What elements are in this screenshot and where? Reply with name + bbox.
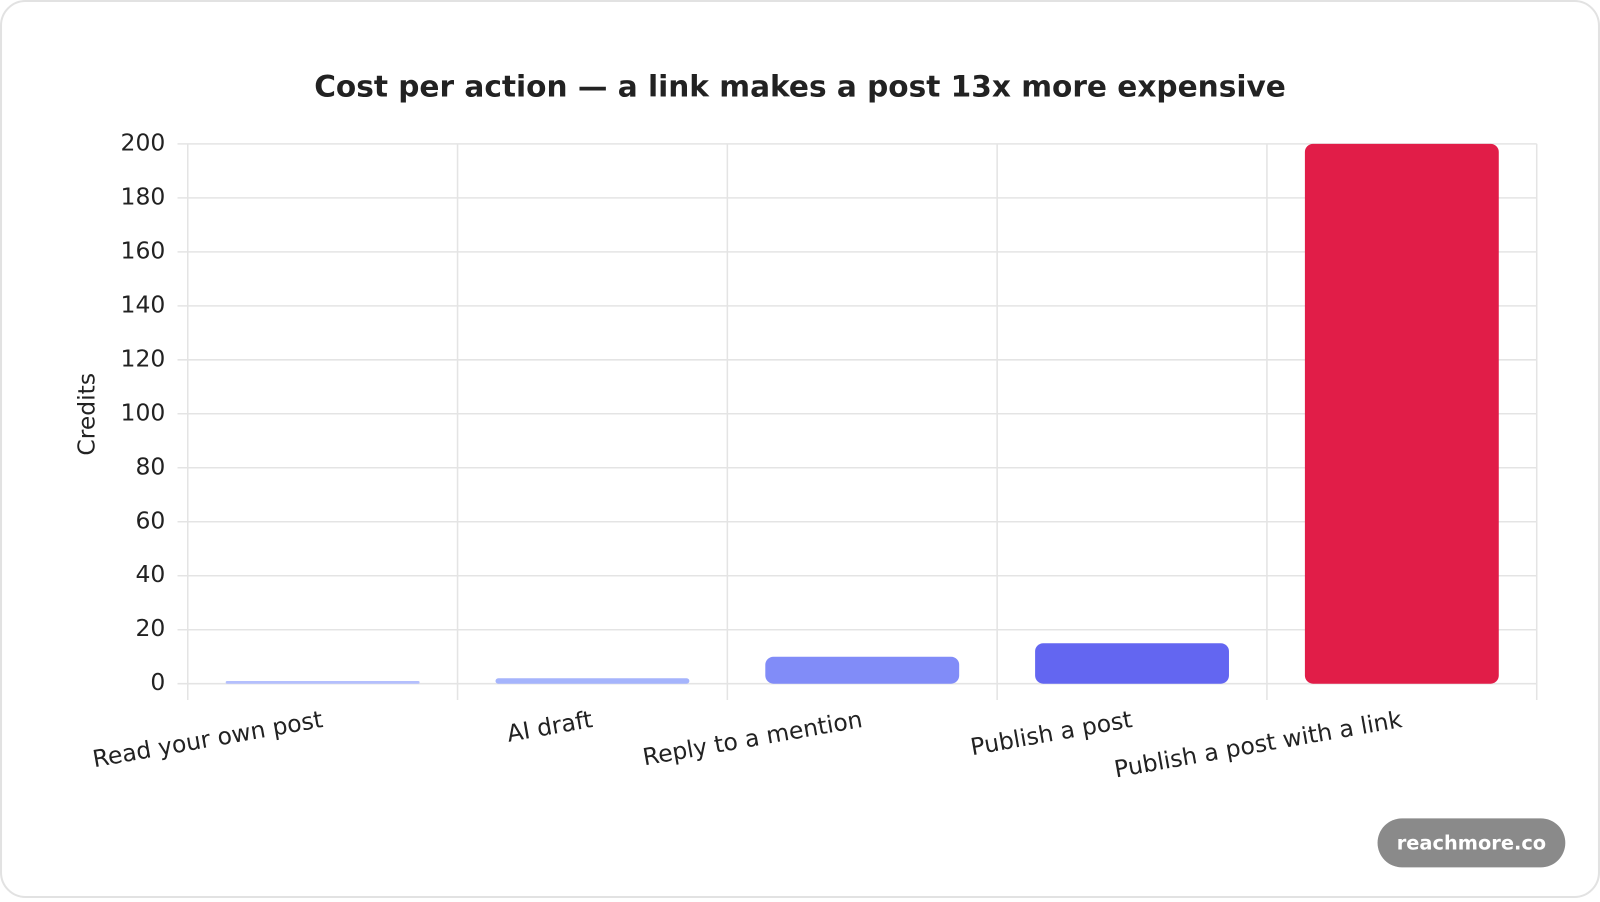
y-tick-label: 40 [135,560,165,588]
y-tick-label: 160 [121,236,166,264]
y-axis-title: Credits [72,373,100,456]
badge-bg [1377,818,1566,868]
y-tick-label: 20 [135,614,165,642]
bar [1304,143,1499,684]
bar [1035,643,1229,684]
bar [225,680,420,684]
y-tick-label: 120 [121,344,166,372]
y-tick-label: 80 [135,452,165,480]
y-tick-label: 200 [121,128,166,156]
y-tick-label: 140 [121,290,166,318]
chart-title: Cost per action — a link makes a post 13… [314,69,1286,103]
y-tick-label: 0 [150,668,165,696]
bar [765,656,960,684]
y-tick-label: 60 [135,506,165,534]
y-tick-label: 180 [121,182,166,210]
bar [495,678,690,684]
y-tick-label: 100 [121,398,166,426]
badge: reachmore.co [1397,831,1546,854]
